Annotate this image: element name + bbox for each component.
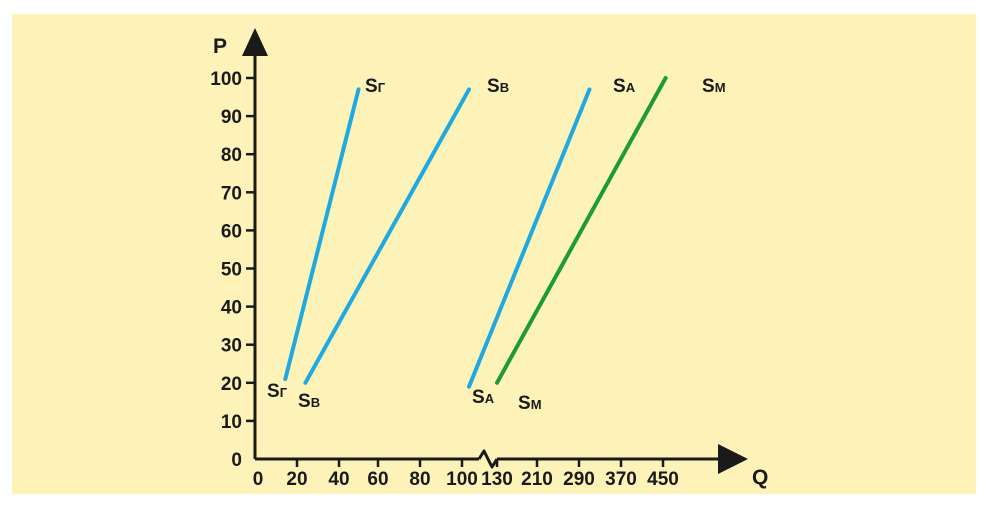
series-line-3 bbox=[467, 87, 592, 389]
series-label-letter: S bbox=[487, 76, 500, 97]
y-axis-title: P bbox=[213, 35, 227, 58]
y-tick-label: 80 bbox=[221, 145, 242, 166]
series-label-4-end: SМ bbox=[702, 76, 726, 97]
y-tick-label: 30 bbox=[221, 336, 242, 357]
series-label-letter: S bbox=[267, 381, 280, 402]
series-line-2 bbox=[303, 87, 471, 385]
series-label-letter: S bbox=[613, 76, 626, 97]
x-tick-label: 60 bbox=[367, 469, 388, 490]
x-tick-label: 370 bbox=[605, 469, 637, 490]
y-tick-label: 20 bbox=[221, 374, 242, 395]
y-tick-label: 90 bbox=[221, 107, 242, 128]
series-label-1-start: SГ bbox=[267, 381, 288, 402]
x-axis-arrow bbox=[718, 444, 748, 474]
y-tick-label: 10 bbox=[221, 412, 242, 433]
x-tick-label: 210 bbox=[521, 469, 553, 490]
x-tick-label: 20 bbox=[286, 469, 307, 490]
series-label-letter: S bbox=[702, 76, 715, 97]
y-tick-label: 100 bbox=[210, 69, 242, 90]
series-label-letter: S bbox=[298, 391, 311, 412]
x-axis-title: Q bbox=[752, 466, 768, 489]
y-tick-label: 50 bbox=[221, 260, 242, 281]
x-tick-label: 100 bbox=[446, 469, 478, 490]
series-label-letter: S bbox=[365, 76, 378, 97]
y-tick-label: 40 bbox=[221, 298, 242, 319]
y-axis-arrow bbox=[242, 28, 268, 56]
series-label-3-start: SА bbox=[472, 387, 495, 408]
x-axis-break-mark bbox=[477, 449, 499, 469]
series-label-subscript: Г bbox=[378, 80, 386, 95]
series-label-4-start: SМ bbox=[518, 393, 542, 414]
series-label-2-start: SВ bbox=[298, 391, 320, 412]
x-tick-label: 40 bbox=[328, 469, 349, 490]
series-label-1-end: SГ bbox=[365, 76, 386, 97]
series-label-subscript: М bbox=[715, 80, 726, 95]
series-line-1 bbox=[283, 87, 361, 381]
series-label-subscript: А bbox=[626, 80, 636, 95]
series-label-letter: S bbox=[518, 393, 531, 414]
chart-background bbox=[12, 14, 976, 494]
series-label-2-end: SВ bbox=[487, 76, 509, 97]
x-tick-label: 0 bbox=[253, 469, 264, 490]
x-tick-label: 80 bbox=[409, 469, 430, 490]
series-label-subscript: М bbox=[531, 397, 542, 412]
x-tick-label: 450 bbox=[647, 469, 679, 490]
x-tick-label: 290 bbox=[563, 469, 595, 490]
y-tick-label: 60 bbox=[221, 221, 242, 242]
series-line-4 bbox=[495, 76, 668, 385]
y-tick-label: 70 bbox=[221, 183, 242, 204]
series-label-letter: S bbox=[472, 387, 485, 408]
series-label-3-end: SА bbox=[613, 76, 636, 97]
series-label-subscript: В bbox=[311, 395, 320, 410]
series-label-subscript: В bbox=[500, 80, 509, 95]
series-label-subscript: А bbox=[485, 391, 495, 406]
y-tick-label: 0 bbox=[231, 450, 242, 471]
x-tick-label: 130 bbox=[481, 469, 513, 490]
series-label-subscript: Г bbox=[280, 385, 288, 400]
